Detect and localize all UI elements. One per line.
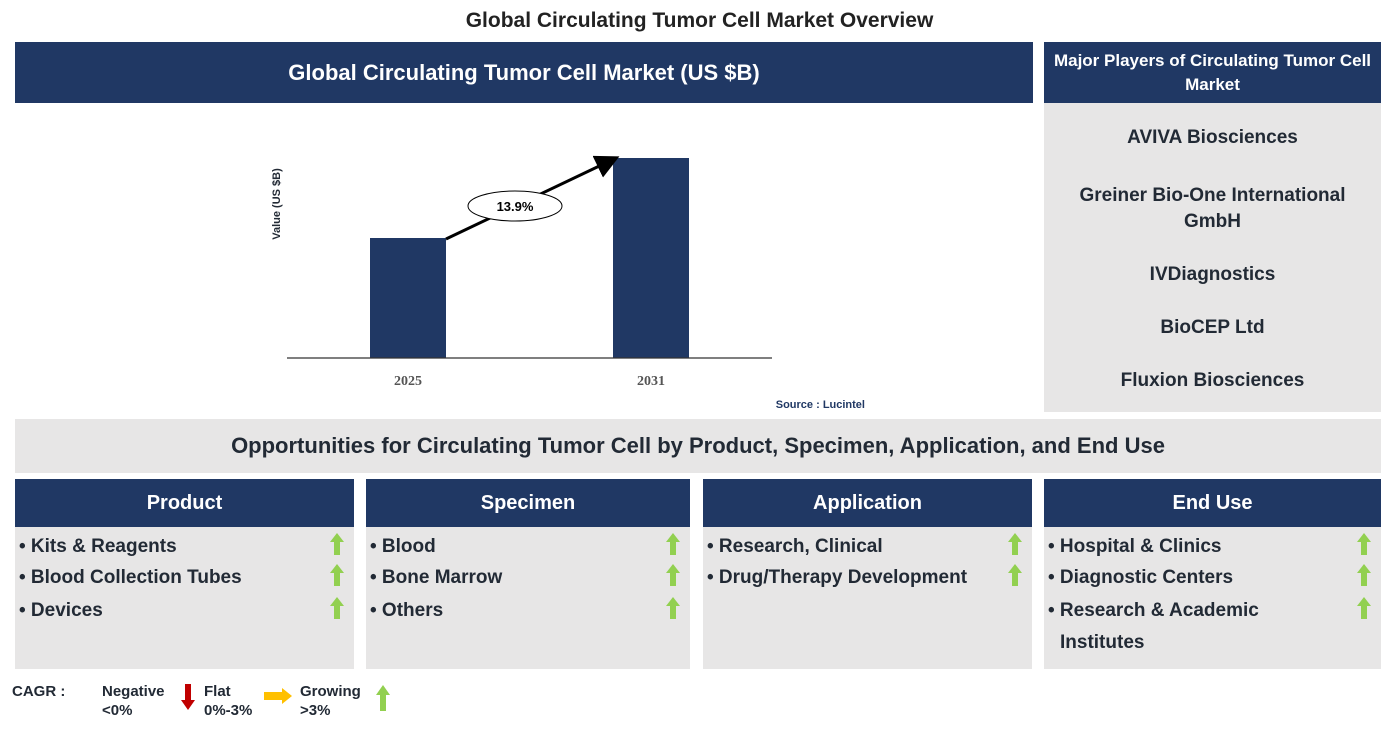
arrow-up-icon	[666, 533, 680, 555]
arrow-up-icon	[376, 685, 390, 711]
arrow-up-icon	[1008, 533, 1022, 555]
bar-2031	[613, 158, 689, 358]
player-item: AVIVA Biosciences	[1127, 127, 1298, 148]
arrow-right-icon	[264, 688, 292, 704]
column-header: Product	[15, 479, 354, 527]
column-end-use: End Use • Hospital & Clinics • Diagnostic …	[1044, 479, 1381, 669]
opportunities-header: Opportunities for Circulating Tumor Cell…	[15, 419, 1381, 473]
arrow-up-icon	[330, 533, 344, 555]
arrow-up-icon	[666, 597, 680, 619]
list-item: • Research, Clinical	[707, 536, 883, 557]
list-item: • Blood Collection Tubes	[19, 567, 242, 588]
player-item: Fluxion Biosciences	[1120, 370, 1305, 391]
player-item: Greiner Bio-One International GmbH	[1079, 185, 1346, 232]
column-header: End Use	[1044, 479, 1381, 527]
column-specimen: Specimen • Blood • Bone Marrow • Others	[366, 479, 690, 669]
bar-2025	[370, 238, 446, 358]
list-item: Institutes	[1060, 632, 1145, 653]
arrow-up-icon	[330, 597, 344, 619]
legend-growing: Growing >3%	[300, 682, 361, 720]
list-item: • Others	[370, 600, 444, 621]
legend-growing-range: >3%	[300, 702, 331, 719]
list-item: • Kits & Reagents	[19, 536, 177, 557]
x-tick-label: 2031	[637, 374, 665, 389]
cagr-bubble	[467, 190, 563, 222]
y-axis-label: Value (US $B)	[271, 168, 283, 240]
list-item: • Diagnostic Centers	[1048, 567, 1234, 588]
list-item: • Devices	[19, 600, 103, 621]
arrow-up-icon	[330, 564, 344, 586]
legend-negative: Negative <0%	[102, 682, 165, 720]
column-application: Application • Research, Clinical • Drug/Th…	[703, 479, 1032, 669]
legend-negative-label: Negative	[102, 683, 165, 700]
legend-flat-range: 0%-3%	[204, 702, 253, 719]
column-header: Application	[703, 479, 1032, 527]
legend-growing-label: Growing	[300, 683, 361, 700]
legend-flat: Flat 0%-3%	[204, 682, 252, 720]
arrow-up-icon	[1357, 564, 1371, 586]
players-list: AVIVA Biosciences Greiner Bio-One Intern…	[1044, 103, 1381, 412]
list-item: • Bone Marrow	[370, 567, 503, 588]
legend-label: CAGR :	[12, 683, 66, 700]
legend-flat-label: Flat	[204, 683, 231, 700]
list-item: • Research & Academic	[1048, 600, 1259, 621]
column-product: Product • Kits & Reagents • Blood Collecti…	[15, 479, 354, 669]
arrow-up-icon	[666, 564, 680, 586]
chart-header: Global Circulating Tumor Cell Market (US…	[15, 42, 1033, 103]
x-tick-label: 2025	[394, 374, 422, 389]
cagr-value: 13.9%	[497, 199, 534, 214]
source-label: Source : Lucintel	[776, 399, 865, 411]
page-title: Global Circulating Tumor Cell Market Ove…	[465, 9, 934, 32]
column-header: Specimen	[366, 479, 690, 527]
list-item: • Blood	[370, 536, 436, 557]
legend-negative-range: <0%	[102, 702, 133, 719]
arrow-up-icon	[1357, 533, 1371, 555]
bar-chart: Value (US $B) 2025 2031 13.9% Source : Lu…	[271, 155, 865, 411]
list-item: • Hospital & Clinics	[1048, 536, 1222, 557]
list-item: • Drug/Therapy Development	[707, 567, 968, 588]
player-item: IVDiagnostics	[1149, 264, 1276, 285]
arrow-down-icon	[181, 684, 195, 710]
arrow-up-icon	[1008, 564, 1022, 586]
arrow-up-icon	[1357, 597, 1371, 619]
players-header: Major Players of Circulating Tumor Cell …	[1044, 42, 1381, 103]
player-item: BioCEP Ltd	[1160, 317, 1265, 338]
